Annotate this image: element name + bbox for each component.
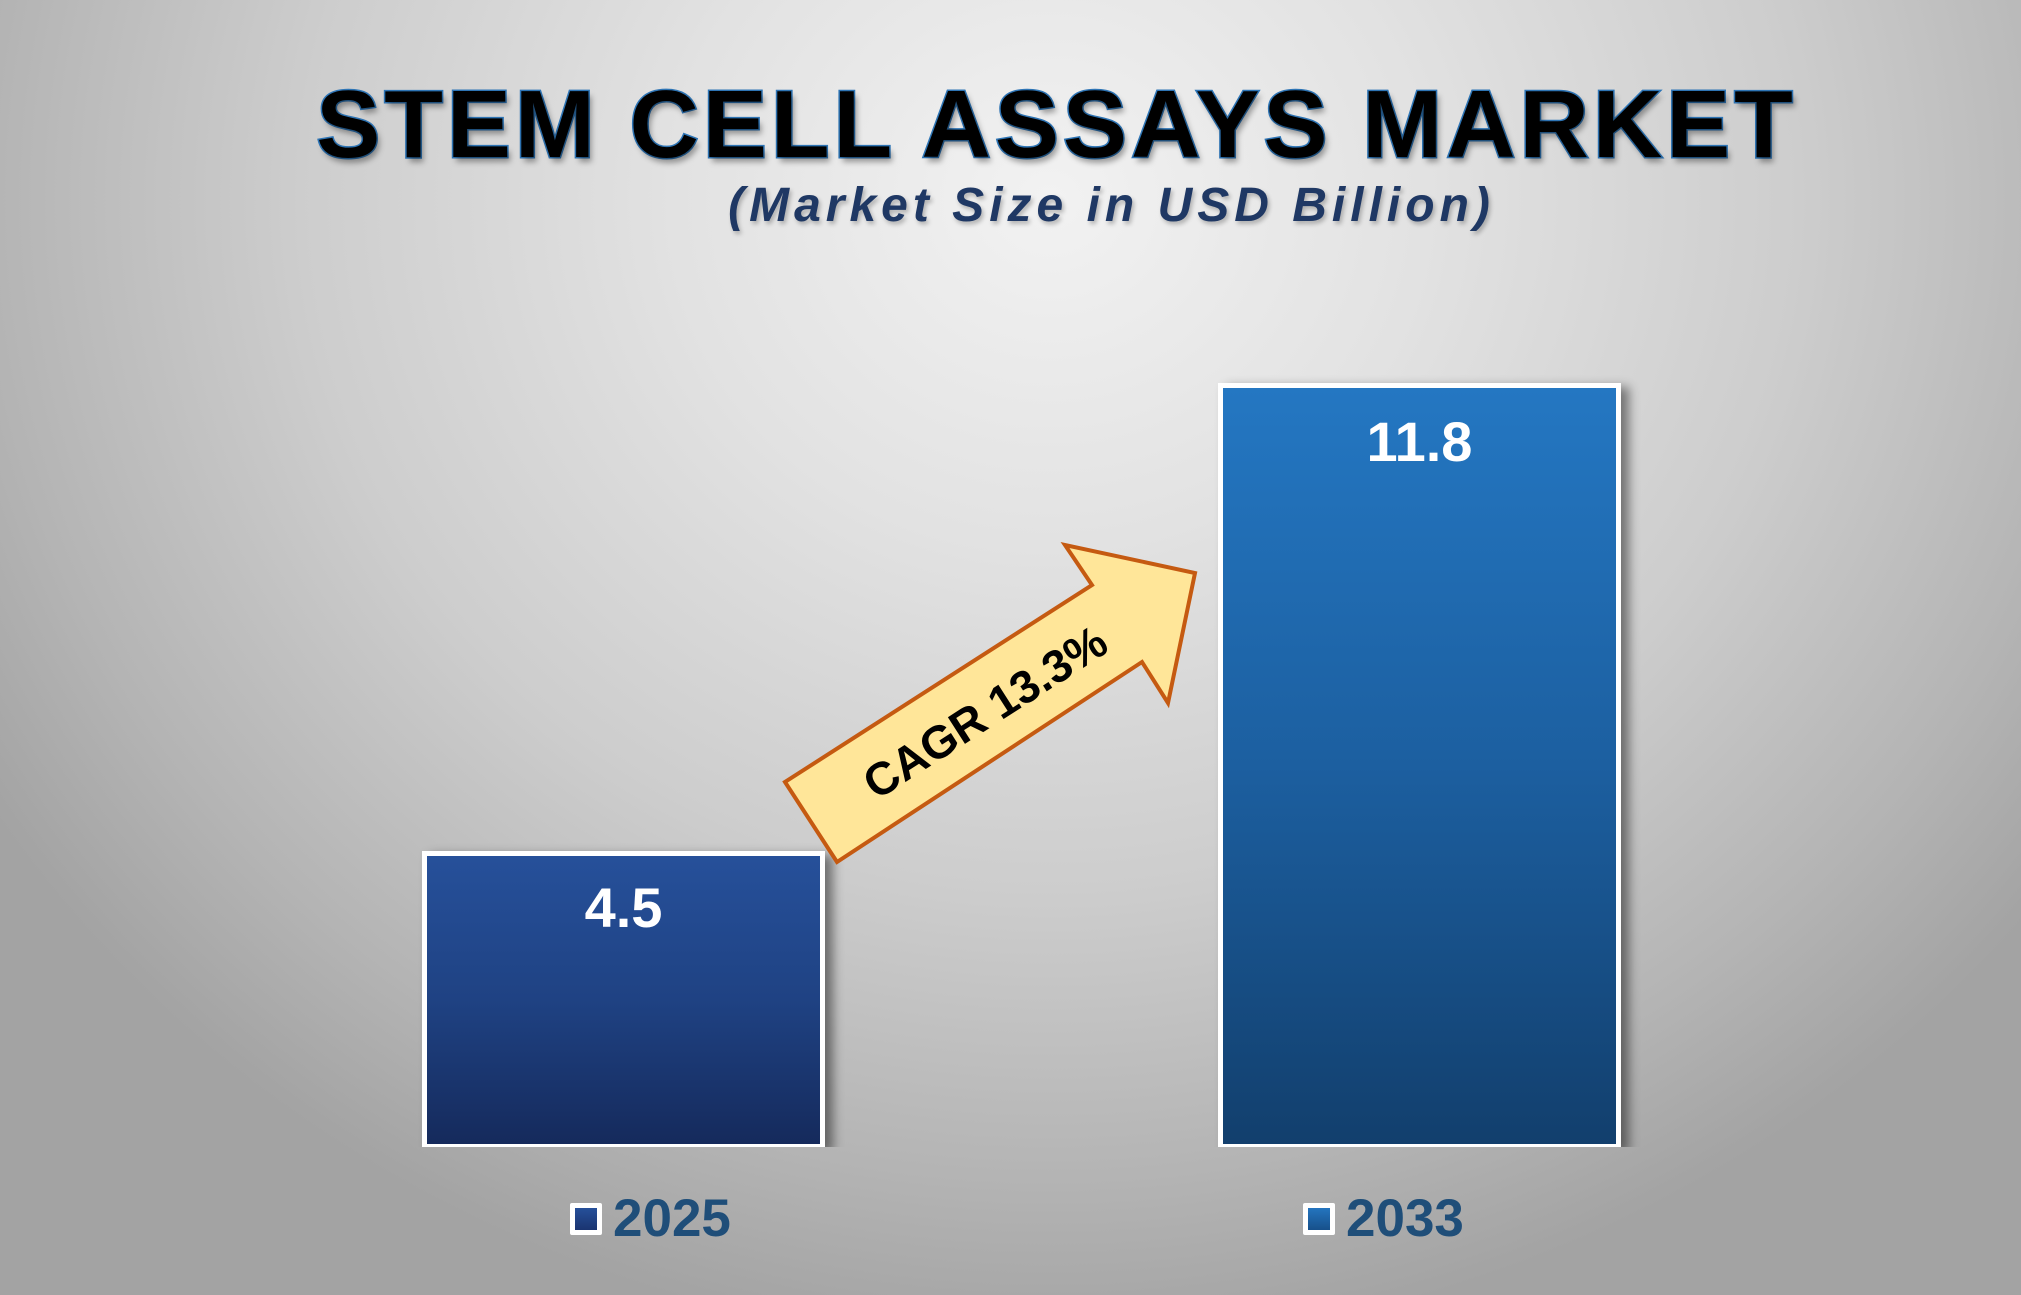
- bar-value-label: 4.5: [584, 876, 663, 939]
- legend-item-2033: 2033: [1303, 1192, 1464, 1246]
- legend-square-icon: [1303, 1203, 1335, 1235]
- chart-subtitle: (Market Size in USD Billion): [728, 179, 1495, 232]
- legend-item-2025: 2025: [570, 1192, 731, 1246]
- bar-2033: 11.8: [1218, 383, 1621, 1147]
- plot-area: 4.5 11.8: [422, 383, 1621, 1147]
- legend-square-icon: [570, 1203, 602, 1235]
- legend-label: 2033: [1346, 1189, 1464, 1248]
- bar-value-label: 11.8: [1366, 410, 1473, 473]
- legend-label: 2025: [613, 1189, 731, 1248]
- bar-2025: 4.5: [422, 851, 825, 1147]
- chart-title: STEM CELL ASSAYS MARKET: [315, 70, 1797, 180]
